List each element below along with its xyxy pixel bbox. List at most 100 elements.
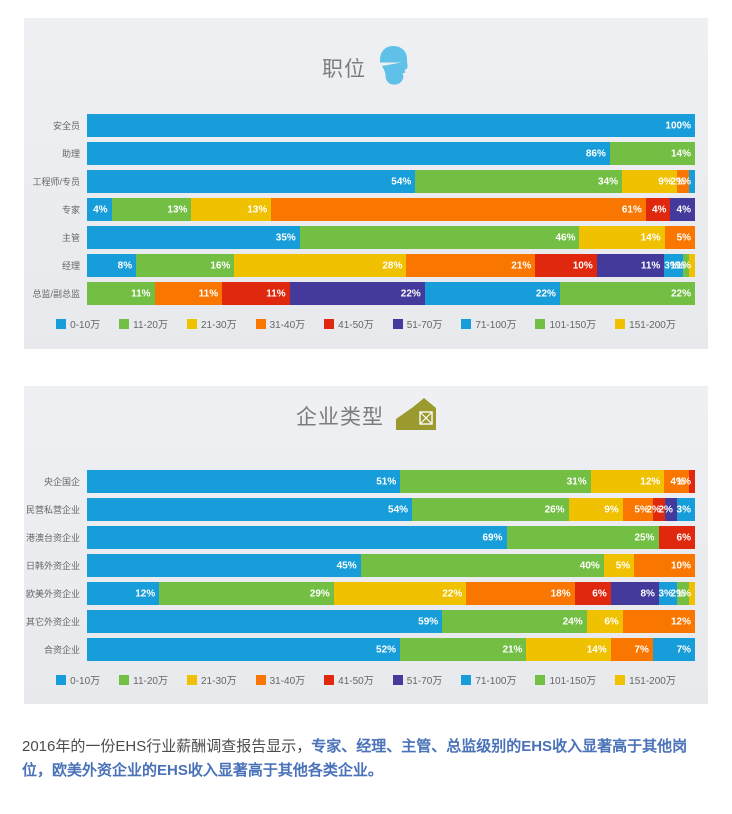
segment-value-label: 18% <box>550 588 571 599</box>
legend-item: 31-40万 <box>255 672 305 687</box>
legend-item: 41-50万 <box>324 316 374 331</box>
segment-value-label: 11% <box>266 288 286 299</box>
legend-label: 0-10万 <box>70 676 101 687</box>
bar-segment: 28% <box>234 254 407 277</box>
bar-segment: 1% <box>677 470 696 493</box>
category-label: 工程师/专员 <box>32 177 80 187</box>
category-label: 央企国企 <box>43 477 80 487</box>
chart-row: 助理 86% 14% <box>24 142 695 165</box>
bar-track: 69% 25% 6% <box>87 526 695 549</box>
legend-label: 41-50万 <box>338 320 374 331</box>
bar-segment: 54% <box>87 498 413 521</box>
chart-row: 合资企业 52% 21% 14% 7% 7% <box>24 638 696 661</box>
segment-value-label: 46% <box>555 232 576 243</box>
segment-value-label: 52% <box>376 644 397 655</box>
position-chart-rows: 安全员 100% 助理 86% 14% 工程师/专员 54% 34% 9% 2% 1% 专家 4% 13%… <box>24 114 696 305</box>
bar-segment: 4% <box>87 198 112 221</box>
category-label: 总监/副总监 <box>32 289 80 299</box>
bar-segment: 7% <box>610 638 653 661</box>
bar-segment: 1% <box>670 254 689 277</box>
category-label: 港澳台资企业 <box>25 533 80 543</box>
legend-item: 31-40万 <box>255 316 306 331</box>
legend-swatch <box>187 318 197 329</box>
segment-value-label: 6% <box>604 616 619 627</box>
segment-value-label: 16% <box>210 260 231 271</box>
bar-track: 4% 13% 13% 61% 4% 4% <box>87 198 695 221</box>
chart-row: 工程师/专员 54% 34% 9% 2% 1% <box>24 170 695 193</box>
legend-swatch <box>255 318 266 329</box>
segment-value-label: 11% <box>131 288 151 299</box>
legend-swatch <box>119 674 130 685</box>
legend-label: 151-200万 <box>629 320 676 331</box>
segment-value-label: 2% <box>646 504 661 515</box>
company-type-chart-legend: 0-10万 11-20万 21-30万 31-40万 41-50万 51-70万 71-10… <box>24 672 708 687</box>
legend-swatch <box>535 318 546 329</box>
segment-value-label: 3% <box>664 260 679 271</box>
legend-swatch <box>324 674 335 685</box>
segment-value-label: 21% <box>502 644 523 655</box>
legend-label: 0-10万 <box>70 320 101 331</box>
segment-value-label: 2% <box>670 588 685 599</box>
bar-segment: 1% <box>677 254 695 277</box>
bar-track: 59% 24% 6% 12% <box>87 610 695 633</box>
bar-segment: 1% <box>677 582 696 605</box>
segment-value-label: 100% <box>665 120 691 131</box>
legend-label: 11-20万 <box>133 676 168 687</box>
bar-segment: 14% <box>609 142 695 165</box>
bar-segment: 35% <box>87 226 300 249</box>
company-type-chart-header: 企业类型 <box>24 386 708 435</box>
bar-track: 35% 46% 14% 5% <box>87 226 696 249</box>
segment-value-label: 61% <box>621 204 642 215</box>
segment-value-label: 12% <box>640 476 661 487</box>
bar-segment: 5% <box>664 226 696 249</box>
bar-segment: 11% <box>154 282 223 305</box>
position-chart-panel: 职位 安全员 100% 助理 86% 14% 工程师/专员 54% 34% 9% 2% 1% 专家 4%… <box>24 18 708 349</box>
chart-row: 港澳台资企业 69% 25% 6% <box>24 526 695 549</box>
bar-segment: 51% <box>87 470 401 493</box>
bar-segment: 14% <box>526 638 611 661</box>
bar-segment: 54% <box>87 170 416 193</box>
segment-value-label: 35% <box>275 232 296 243</box>
segment-value-label: 8% <box>640 588 655 599</box>
legend-item: 101-150万 <box>535 316 596 331</box>
bar-segment: 13% <box>191 198 272 221</box>
segment-value-label: 25% <box>634 532 655 543</box>
legend-swatch <box>119 318 130 329</box>
bar-segment: 8% <box>87 254 137 277</box>
category-label: 日韩外资企业 <box>25 561 80 571</box>
company-type-chart-rows: 央企国企 51% 31% 12% 4% 1% 民营私营企业 54% 26% 9% 5% 2% 2% 3% 港… <box>24 470 696 661</box>
segment-value-label: 12% <box>135 588 156 599</box>
bar-segment: 4% <box>670 198 695 221</box>
bar-segment: 2% <box>658 498 677 521</box>
legend-label: 71-100万 <box>475 320 517 331</box>
legend-item: 71-100万 <box>461 316 516 331</box>
segment-value-label: 59% <box>418 616 439 627</box>
chart-row: 日韩外资企业 45% 40% 5% 10% <box>24 554 695 577</box>
segment-value-label: 54% <box>388 504 409 515</box>
segment-value-label: 3% <box>658 588 673 599</box>
category-label: 合资企业 <box>43 645 80 655</box>
bar-track: 11% 11% 11% 22% 22% 22% <box>87 282 696 305</box>
category-label: 安全员 <box>52 121 80 131</box>
segment-value-label: 4% <box>93 204 108 215</box>
bar-segment: 52% <box>87 638 401 661</box>
bar-segment: 22% <box>424 282 560 305</box>
segment-value-label: 1% <box>676 588 692 599</box>
bar-track: 100% <box>87 114 695 137</box>
chart-row: 安全员 100% <box>24 114 695 137</box>
legend-label: 101-150万 <box>549 676 597 687</box>
bar-track: 8% 16% 28% 21% 10% 11% 3% 1% 1% <box>87 254 695 277</box>
bar-segment: 22% <box>333 582 467 605</box>
bar-segment: 9% <box>568 498 623 521</box>
bar-segment: 9% <box>622 170 677 193</box>
segment-value-label: 54% <box>391 176 412 187</box>
legend-label: 31-40万 <box>269 320 306 331</box>
segment-value-label: 10% <box>572 260 593 271</box>
bar-segment: 3% <box>664 254 683 277</box>
category-label: 助理 <box>61 149 80 159</box>
bar-segment: 29% <box>159 582 334 605</box>
segment-value-label: 40% <box>579 560 600 571</box>
segment-value-label: 14% <box>670 148 691 159</box>
legend-item: 51-70万 <box>392 672 442 687</box>
legend-swatch <box>392 674 403 685</box>
